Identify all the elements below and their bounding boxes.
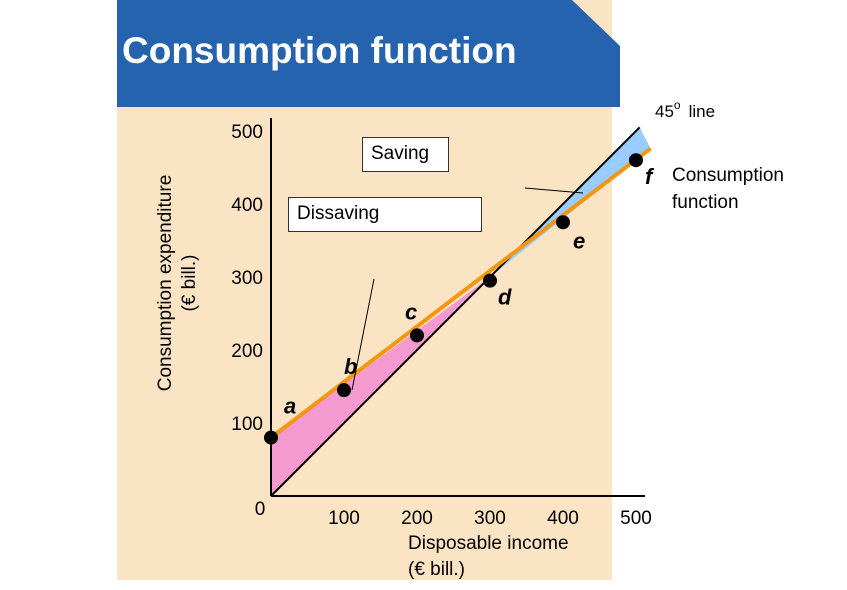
consumption-function-label: Consumption function [672,162,784,216]
x-tick-label-400: 400 [547,508,579,529]
saving-pointer [524,187,584,194]
x-axis-label: Disposable income (€ bill.) [408,531,569,583]
y-tick-label-500: 500 [231,122,263,143]
forty-five-line [270,126,641,497]
title-bar [117,0,620,107]
forty-five-label: 45o line [655,98,715,121]
x-tick-label-300: 300 [474,508,506,529]
x-axis-label-line2: (€ bill.) [408,559,466,580]
x-tick-label-0: 0 [255,499,266,520]
point-label-b: b [344,354,357,379]
x-axis-label-line1: Disposable income [408,533,569,554]
point-label-d: d [498,285,512,310]
point-label-f: f [645,164,655,189]
consumption-line [269,146,652,440]
dissaving-callout: Dissaving [288,197,482,232]
x-tick-label-500: 500 [620,508,652,529]
point-label-c: c [405,299,417,324]
y-tick-label-100: 100 [231,414,263,435]
y-tick-label-300: 300 [231,268,263,289]
x-tick-label-200: 200 [401,508,433,529]
consumption-function-label-line1: Consumption [672,165,784,186]
y-axis-label-line1: Consumption expenditure [155,174,176,392]
point-b [337,383,351,398]
point-label-e: e [573,228,585,253]
point-d [483,273,497,288]
point-c [410,328,424,343]
point-label-a: a [284,394,296,419]
y-axis-label-line2: (€ bill.) [179,254,200,312]
page-title: Consumption function [122,30,517,71]
point-a [264,430,278,445]
y-tick-label-200: 200 [231,341,263,362]
consumption-function-label-line2: function [672,192,739,213]
x-tick-label-100: 100 [328,508,360,529]
y-tick-label-400: 400 [231,195,263,216]
point-e [556,215,570,230]
dissaving-pointer [351,278,375,391]
saving-callout: Saving [362,137,449,172]
point-f [629,153,643,168]
